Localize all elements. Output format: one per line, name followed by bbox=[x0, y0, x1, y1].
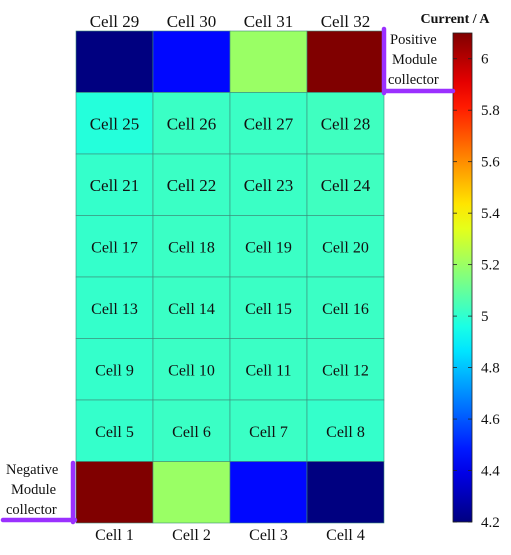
cell-27-label: Cell 27 bbox=[244, 114, 294, 133]
cell-11-heat bbox=[229, 338, 308, 401]
cell-13-label: Cell 13 bbox=[91, 301, 138, 318]
colorbar-tick-label: 4.4 bbox=[481, 464, 500, 480]
colorbar-tick-label: 4.6 bbox=[481, 412, 500, 428]
positive-collector-marker bbox=[381, 26, 456, 96]
cell-19-label: Cell 19 bbox=[245, 239, 292, 256]
cell-25-label: Cell 25 bbox=[90, 114, 140, 133]
cell-5-label: Cell 5 bbox=[95, 424, 134, 441]
cell-14-heat bbox=[152, 276, 231, 339]
cell-11-label: Cell 11 bbox=[245, 362, 291, 379]
cell-31-heat bbox=[229, 30, 308, 93]
cell-26-heat bbox=[152, 92, 231, 155]
cell-1-heat bbox=[75, 461, 154, 524]
cell-10-heat bbox=[152, 338, 231, 401]
cell-20-heat bbox=[306, 215, 385, 278]
colorbar-tick-label: 4.2 bbox=[481, 515, 500, 531]
cell-4-heat bbox=[306, 461, 385, 524]
cell-9-heat bbox=[75, 338, 154, 401]
cell-24-label: Cell 24 bbox=[321, 176, 371, 195]
negative-collector-marker bbox=[0, 460, 78, 525]
cell-6-heat bbox=[152, 399, 231, 462]
colorbar-tick-label: 5.4 bbox=[481, 206, 500, 222]
cell-4-label: Cell 4 bbox=[326, 527, 365, 544]
cell-17-label: Cell 17 bbox=[91, 239, 138, 256]
cell-25-heat bbox=[75, 92, 154, 155]
colorbar-tick-label: 5.6 bbox=[481, 155, 500, 171]
collectors-layer: Positive Module collector Negative Modul… bbox=[0, 26, 456, 525]
cell-12-heat bbox=[306, 338, 385, 401]
positive-label-line-3: collector bbox=[388, 72, 439, 88]
cell-27-heat bbox=[229, 92, 308, 155]
cell-10-label: Cell 10 bbox=[168, 362, 215, 379]
cell-13-heat bbox=[75, 276, 154, 339]
cell-28-label: Cell 28 bbox=[321, 114, 371, 133]
negative-label-line-3: collector bbox=[6, 502, 57, 518]
cell-3-label: Cell 3 bbox=[249, 527, 288, 544]
cell-22-label: Cell 22 bbox=[167, 176, 217, 195]
cell-2-label: Cell 2 bbox=[172, 527, 211, 544]
cell-1-label: Cell 1 bbox=[95, 527, 134, 544]
cell-14-label: Cell 14 bbox=[168, 301, 215, 318]
positive-label-line-2: Module bbox=[392, 52, 437, 68]
cell-22-heat bbox=[152, 153, 231, 216]
cell-30-heat bbox=[152, 30, 231, 93]
cell-15-heat bbox=[229, 276, 308, 339]
cell-8-heat bbox=[306, 399, 385, 462]
colorbar-tick-label: 5 bbox=[481, 309, 489, 325]
colorbar-tick-label: 5.2 bbox=[481, 258, 500, 274]
cell-29-label: Cell 29 bbox=[90, 12, 140, 31]
positive-label-line-1: Positive bbox=[390, 32, 437, 48]
negative-label-line-1: Negative bbox=[6, 462, 58, 478]
cell-16-heat bbox=[306, 276, 385, 339]
cell-24-heat bbox=[306, 153, 385, 216]
cell-5-heat bbox=[75, 399, 154, 462]
cell-6-label: Cell 6 bbox=[172, 424, 211, 441]
cell-26-label: Cell 26 bbox=[167, 114, 217, 133]
cell-16-label: Cell 16 bbox=[322, 301, 369, 318]
colorbar-title: Current / A bbox=[421, 12, 491, 27]
positive-collector-label: Positive Module collector bbox=[388, 32, 439, 88]
cell-9-label: Cell 9 bbox=[95, 362, 134, 379]
cells-layer bbox=[75, 30, 385, 524]
cell-7-label: Cell 7 bbox=[249, 424, 288, 441]
cell-12-label: Cell 12 bbox=[322, 362, 369, 379]
cell-labels-layer: Cell 29 Cell 30 Cell 31 Cell 32 Cell 25 Cell … bbox=[90, 12, 371, 544]
cell-7-heat bbox=[229, 399, 308, 462]
cell-31-label: Cell 31 bbox=[244, 12, 294, 31]
cell-21-label: Cell 21 bbox=[90, 176, 140, 195]
negative-collector-label: Negative Module collector bbox=[6, 462, 58, 518]
cell-29-heat bbox=[75, 30, 154, 93]
colorbar-ticks: 4.2 4.4 4.6 4.8 5 5.2 5.4 5.6 5.8 6 bbox=[453, 52, 500, 531]
cell-18-heat bbox=[152, 215, 231, 278]
colorbar: Current / A 4.2 4.4 4.6 4.8 5 5.2 5.4 5.6 5.8 6 bbox=[421, 12, 501, 531]
colorbar-tick-label: 4.8 bbox=[481, 361, 500, 377]
cell-30-label: Cell 30 bbox=[167, 12, 217, 31]
cell-15-label: Cell 15 bbox=[245, 301, 292, 318]
colorbar-tick-label: 6 bbox=[481, 52, 489, 68]
cell-3-heat bbox=[229, 461, 308, 524]
colorbar-tick-label: 5.8 bbox=[481, 103, 500, 119]
cell-21-heat bbox=[75, 153, 154, 216]
cell-2-heat bbox=[152, 461, 231, 524]
cell-18-label: Cell 18 bbox=[168, 239, 215, 256]
cell-23-label: Cell 23 bbox=[244, 176, 294, 195]
cell-32-heat bbox=[306, 30, 385, 93]
cell-20-label: Cell 20 bbox=[322, 239, 369, 256]
cell-32-label: Cell 32 bbox=[321, 12, 371, 31]
colorbar-gradient bbox=[452, 32, 473, 523]
cell-28-heat bbox=[306, 92, 385, 155]
negative-label-line-2: Module bbox=[11, 482, 56, 498]
cell-8-label: Cell 8 bbox=[326, 424, 365, 441]
